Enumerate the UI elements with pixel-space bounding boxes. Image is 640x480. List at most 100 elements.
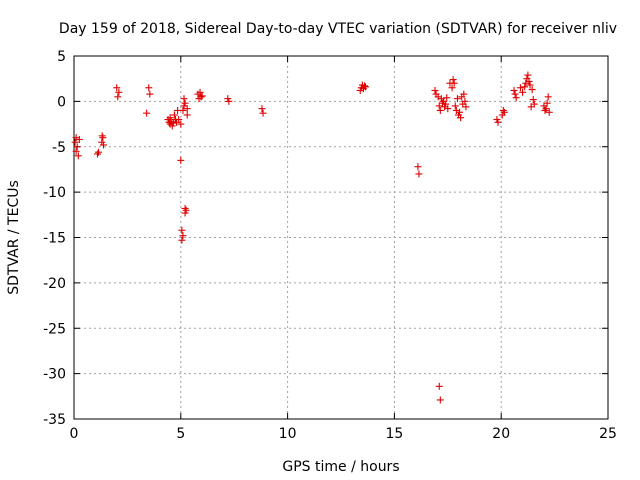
y-tick-label: -15 <box>43 231 66 247</box>
data-point <box>543 99 551 107</box>
x-tick-label: 15 <box>385 426 403 442</box>
x-tick-label: 10 <box>279 426 297 442</box>
data-point <box>528 86 536 94</box>
data-point <box>541 106 549 114</box>
data-point <box>74 152 82 160</box>
chart-title: Day 159 of 2018, Sidereal Day-to-day VTE… <box>59 21 617 37</box>
data-point <box>198 92 206 100</box>
data-point <box>462 103 470 111</box>
data-point <box>180 95 188 103</box>
data-point <box>178 226 186 234</box>
data-point <box>461 97 469 105</box>
data-point <box>453 95 461 103</box>
data-point <box>435 382 443 390</box>
data-point <box>113 84 121 92</box>
data-point <box>436 396 444 404</box>
data-point <box>177 156 185 164</box>
data-point <box>500 108 508 116</box>
data-point <box>360 82 368 90</box>
y-tick-label: -35 <box>43 412 66 428</box>
y-tick-label: -5 <box>52 140 66 156</box>
data-point <box>511 90 519 98</box>
data-point <box>95 148 103 156</box>
data-point <box>99 134 107 142</box>
data-point <box>197 93 205 101</box>
x-tick-label: 5 <box>176 426 185 442</box>
data-point <box>72 147 80 155</box>
data-point <box>521 83 529 91</box>
x-axis-label: GPS time / hours <box>282 459 399 475</box>
data-point <box>93 150 101 158</box>
data-point <box>145 84 153 92</box>
data-point <box>524 71 532 79</box>
x-tick-label: 20 <box>492 426 510 442</box>
data-point <box>443 94 451 102</box>
data-point <box>362 83 370 91</box>
y-tick-label: 0 <box>57 94 66 110</box>
data-point <box>169 119 177 127</box>
data-point <box>73 143 81 151</box>
data-point <box>98 132 106 140</box>
data-point <box>99 141 107 149</box>
y-tick-label: -10 <box>43 185 66 201</box>
data-point <box>510 86 518 94</box>
data-point <box>143 109 151 117</box>
y-tick-label: -30 <box>43 367 66 383</box>
data-point <box>175 116 183 124</box>
x-tick-labels: 0 5 10 15 20 25 <box>70 426 617 442</box>
data-point <box>457 114 465 122</box>
data-point <box>442 100 450 108</box>
data-point <box>170 111 178 119</box>
data-point <box>529 96 537 104</box>
data-point <box>183 105 191 113</box>
data-point <box>166 114 174 122</box>
data-point <box>179 232 187 240</box>
data-point <box>451 102 459 110</box>
y-tick-label: -20 <box>43 276 66 292</box>
data-point <box>71 138 79 146</box>
data-point <box>522 79 530 87</box>
data-point <box>530 100 538 108</box>
data-point <box>526 81 534 89</box>
data-point <box>544 93 552 101</box>
data-point <box>449 76 457 84</box>
data-point <box>456 108 464 116</box>
data-point <box>431 86 439 94</box>
y-axis-label: SDTVAR / TECUs <box>6 180 22 295</box>
data-point <box>525 77 533 85</box>
data-point <box>414 163 422 171</box>
data-point <box>183 111 191 119</box>
plot-frame <box>73 55 609 420</box>
data-point <box>146 90 154 98</box>
y-tick-label: 5 <box>57 49 66 65</box>
y-tick-labels: 5 0 -5 -10 -15 -20 -25 -30 -35 <box>43 49 66 428</box>
data-point <box>448 84 456 92</box>
data-points <box>71 71 553 404</box>
data-point <box>178 236 186 244</box>
data-point <box>516 84 524 92</box>
data-point <box>182 206 190 214</box>
data-point <box>181 99 189 107</box>
data-point <box>114 93 122 101</box>
data-point <box>259 109 267 117</box>
data-point <box>258 105 266 113</box>
data-point <box>512 94 520 102</box>
data-point <box>181 204 189 212</box>
data-point <box>542 105 550 113</box>
data-point <box>415 170 423 178</box>
data-point <box>115 88 123 96</box>
y-tick-label: -25 <box>43 321 66 337</box>
data-point <box>196 88 204 96</box>
data-point <box>519 88 527 96</box>
data-point <box>460 90 468 98</box>
data-point <box>436 106 444 114</box>
x-tick-label: 0 <box>70 426 79 442</box>
data-point <box>179 106 187 114</box>
data-point <box>225 97 233 105</box>
data-point <box>177 120 185 128</box>
data-point <box>494 118 502 126</box>
x-tick-label: 25 <box>599 426 617 442</box>
data-point <box>444 105 452 113</box>
grid-lines <box>74 56 608 419</box>
data-point <box>450 79 458 87</box>
